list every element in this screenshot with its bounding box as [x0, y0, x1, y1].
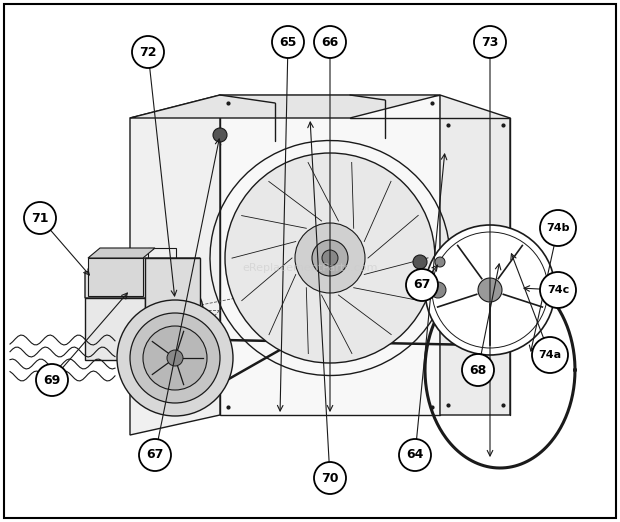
Polygon shape	[130, 95, 440, 118]
Text: 67: 67	[414, 279, 431, 291]
Circle shape	[36, 364, 68, 396]
FancyBboxPatch shape	[4, 4, 616, 518]
Circle shape	[132, 36, 164, 68]
Text: 72: 72	[140, 45, 157, 58]
Text: 73: 73	[481, 35, 498, 49]
Circle shape	[435, 257, 445, 267]
Circle shape	[314, 462, 346, 494]
Circle shape	[168, 303, 182, 317]
Text: 65: 65	[280, 35, 297, 49]
Circle shape	[474, 26, 506, 58]
Circle shape	[295, 223, 365, 293]
Circle shape	[143, 326, 207, 390]
Circle shape	[540, 210, 576, 246]
Text: 67: 67	[146, 448, 164, 461]
Circle shape	[532, 337, 568, 373]
Circle shape	[462, 354, 494, 386]
Circle shape	[399, 439, 431, 471]
Circle shape	[540, 272, 576, 308]
Text: eReplacementParts.com: eReplacementParts.com	[242, 263, 378, 273]
Text: 74c: 74c	[547, 285, 569, 295]
FancyBboxPatch shape	[88, 258, 143, 296]
Circle shape	[159, 294, 191, 326]
Polygon shape	[220, 95, 440, 415]
Text: 74a: 74a	[538, 350, 562, 360]
Circle shape	[478, 278, 502, 302]
Text: 66: 66	[321, 35, 339, 49]
Circle shape	[406, 269, 438, 301]
Text: 68: 68	[469, 363, 487, 376]
Polygon shape	[85, 258, 200, 298]
Circle shape	[430, 282, 446, 298]
Polygon shape	[85, 298, 145, 360]
Circle shape	[272, 26, 304, 58]
Text: 74b: 74b	[546, 223, 570, 233]
Polygon shape	[440, 95, 510, 415]
Text: 69: 69	[43, 374, 61, 386]
Polygon shape	[130, 95, 220, 435]
Circle shape	[117, 300, 233, 416]
Circle shape	[425, 225, 555, 355]
Circle shape	[24, 202, 56, 234]
Circle shape	[130, 313, 220, 403]
Circle shape	[147, 282, 203, 338]
Text: 64: 64	[406, 448, 423, 461]
Circle shape	[413, 255, 427, 269]
Polygon shape	[145, 258, 200, 360]
FancyBboxPatch shape	[148, 248, 176, 298]
Circle shape	[312, 240, 348, 276]
Text: 71: 71	[31, 211, 49, 224]
Circle shape	[213, 128, 227, 142]
Circle shape	[322, 250, 338, 266]
Circle shape	[139, 439, 171, 471]
Polygon shape	[88, 248, 155, 258]
Circle shape	[225, 153, 435, 363]
Circle shape	[167, 350, 183, 366]
Circle shape	[314, 26, 346, 58]
Text: 70: 70	[321, 471, 339, 484]
